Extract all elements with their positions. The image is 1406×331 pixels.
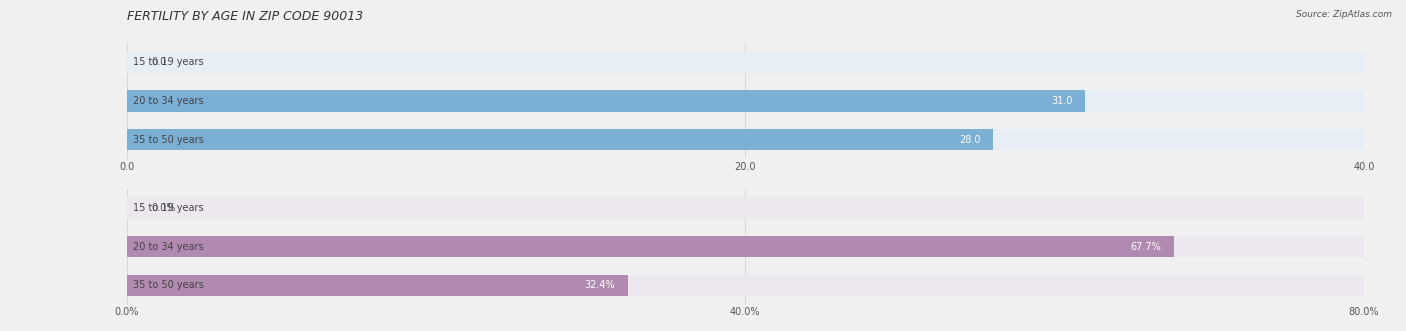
Bar (127, 275, 627, 296)
Bar (127, 236, 1364, 257)
Bar (127, 52, 1364, 73)
Text: 35 to 50 years: 35 to 50 years (132, 280, 204, 290)
Bar (127, 129, 1364, 150)
Text: 15 to 19 years: 15 to 19 years (132, 203, 204, 213)
Text: 67.7%: 67.7% (1130, 242, 1161, 252)
Bar (127, 197, 1364, 218)
Text: 31.0: 31.0 (1052, 96, 1073, 106)
Text: 15 to 19 years: 15 to 19 years (132, 57, 204, 67)
Bar (127, 236, 1174, 257)
Bar (127, 129, 993, 150)
Text: 0.0%: 0.0% (152, 203, 176, 213)
Text: 35 to 50 years: 35 to 50 years (132, 135, 204, 145)
Text: 28.0: 28.0 (959, 135, 980, 145)
Text: 20 to 34 years: 20 to 34 years (132, 96, 204, 106)
Bar (127, 90, 1364, 112)
Text: 20 to 34 years: 20 to 34 years (132, 242, 204, 252)
Bar (127, 275, 1364, 296)
Text: FERTILITY BY AGE IN ZIP CODE 90013: FERTILITY BY AGE IN ZIP CODE 90013 (127, 10, 363, 23)
Text: 32.4%: 32.4% (585, 280, 616, 290)
Bar (127, 90, 1085, 112)
Text: Source: ZipAtlas.com: Source: ZipAtlas.com (1296, 10, 1392, 19)
Text: 0.0: 0.0 (152, 57, 166, 67)
